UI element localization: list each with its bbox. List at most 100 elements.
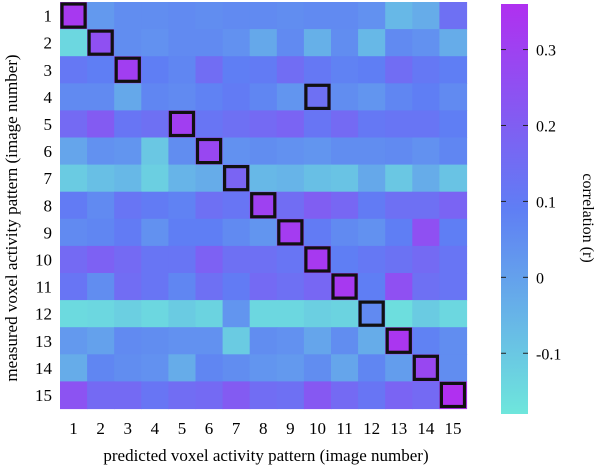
y-tick-label: 14 bbox=[35, 359, 53, 378]
heatmap-cell bbox=[195, 56, 224, 84]
heatmap-cell bbox=[331, 110, 359, 139]
x-tick-label: 6 bbox=[205, 419, 214, 438]
highlight-box bbox=[195, 137, 223, 165]
heatmap-cell bbox=[195, 164, 224, 193]
heatmap-cell bbox=[114, 110, 142, 139]
heatmap-cell bbox=[358, 381, 386, 410]
heatmap-cell bbox=[249, 300, 278, 328]
heatmap-cell bbox=[60, 56, 88, 84]
heatmap-cell bbox=[412, 327, 440, 355]
heatmap-cell bbox=[439, 218, 468, 247]
x-tick-label: 11 bbox=[336, 419, 352, 438]
heatmap-cell bbox=[276, 164, 305, 193]
heatmap-cell bbox=[303, 2, 332, 30]
x-tick-label: 5 bbox=[178, 419, 187, 438]
heatmap-cell bbox=[303, 137, 332, 166]
heatmap-cell bbox=[60, 218, 88, 247]
heatmap-cell bbox=[195, 110, 224, 139]
heatmap-cell bbox=[195, 137, 224, 166]
y-tick-label: 12 bbox=[35, 305, 52, 324]
heatmap-cell bbox=[385, 137, 413, 166]
heatmap-cell bbox=[358, 300, 386, 328]
heatmap-cell bbox=[358, 164, 386, 193]
heatmap-cell bbox=[114, 327, 142, 355]
heatmap-cell bbox=[222, 164, 251, 193]
heatmap-cell bbox=[168, 29, 197, 57]
heatmap-cell bbox=[303, 273, 332, 301]
heatmap-cells bbox=[60, 2, 468, 410]
heatmap-cell bbox=[168, 273, 197, 301]
heatmap-cell bbox=[276, 191, 305, 220]
heatmap-cell bbox=[439, 354, 468, 382]
heatmap-cell bbox=[87, 191, 115, 220]
heatmap-cell bbox=[60, 300, 88, 328]
heatmap-cell bbox=[439, 2, 468, 30]
heatmap-cell bbox=[87, 164, 115, 193]
heatmap-cell bbox=[141, 164, 169, 193]
heatmap-cell bbox=[439, 191, 468, 220]
colorbar-tick-label: -0.1 bbox=[536, 346, 561, 363]
heatmap-cell bbox=[385, 83, 413, 111]
x-tick-label: 15 bbox=[444, 419, 461, 438]
heatmap-cell bbox=[331, 218, 359, 247]
heatmap-cell bbox=[412, 56, 440, 84]
x-tick-label: 13 bbox=[390, 419, 407, 438]
heatmap-cell bbox=[412, 218, 440, 247]
heatmap-cell bbox=[303, 29, 332, 57]
heatmap-cell bbox=[87, 137, 115, 166]
y-tick-label: 6 bbox=[44, 142, 53, 161]
heatmap-cell bbox=[249, 381, 278, 410]
highlight-box bbox=[439, 381, 467, 409]
x-tick-label: 8 bbox=[259, 419, 268, 438]
heatmap-cell bbox=[358, 137, 386, 166]
heatmap-cell bbox=[222, 191, 251, 220]
heatmap-cell bbox=[141, 327, 169, 355]
heatmap-cell bbox=[60, 245, 88, 274]
y-tick-label: 7 bbox=[44, 169, 53, 188]
heatmap-cell bbox=[195, 381, 224, 410]
heatmap-cell bbox=[141, 354, 169, 382]
heatmap-cell bbox=[439, 110, 468, 139]
heatmap-cell bbox=[222, 29, 251, 57]
highlight-box bbox=[277, 219, 304, 246]
x-tick-labels: 1 2 3 4 5 6 7 8 9 10 11 12 13 14 15 bbox=[69, 419, 461, 438]
heatmap-cell bbox=[114, 381, 142, 410]
heatmap-cell bbox=[222, 245, 251, 274]
heatmap-cell bbox=[385, 56, 413, 84]
heatmap-cell bbox=[276, 245, 305, 274]
heatmap-cell bbox=[303, 381, 332, 410]
heatmap-cell bbox=[439, 381, 468, 410]
heatmap-cell bbox=[222, 354, 251, 382]
heatmap-cell bbox=[141, 56, 169, 84]
heatmap-cell bbox=[439, 83, 468, 111]
heatmap-cell bbox=[276, 354, 305, 382]
heatmap-cell bbox=[385, 29, 413, 57]
heatmap-cell bbox=[141, 29, 169, 57]
heatmap-cell bbox=[141, 245, 169, 274]
heatmap-cell bbox=[385, 2, 413, 30]
x-tick-label: 14 bbox=[417, 419, 435, 438]
x-tick-label: 10 bbox=[309, 419, 326, 438]
heatmap-cell bbox=[358, 218, 386, 247]
heatmap-cell bbox=[412, 110, 440, 139]
heatmap-cell bbox=[87, 2, 115, 30]
heatmap-cell bbox=[303, 354, 332, 382]
y-tick-label: 8 bbox=[44, 196, 53, 215]
x-tick-label: 4 bbox=[151, 419, 160, 438]
heatmap-cell bbox=[60, 137, 88, 166]
colorbar-tick-label: 0 bbox=[536, 270, 544, 287]
heatmap-cell bbox=[141, 381, 169, 410]
highlight-box bbox=[114, 56, 141, 83]
heatmap-cell bbox=[87, 218, 115, 247]
heatmap-cell bbox=[412, 164, 440, 193]
heatmap-cell bbox=[60, 2, 88, 30]
x-tick-label: 1 bbox=[69, 419, 78, 438]
heatmap-cell bbox=[249, 2, 278, 30]
heatmap-cell bbox=[114, 354, 142, 382]
heatmap-cell bbox=[331, 56, 359, 84]
heatmap-cell bbox=[412, 354, 440, 382]
heatmap-cell bbox=[439, 29, 468, 57]
heatmap-cell bbox=[249, 29, 278, 57]
y-tick-label: 2 bbox=[44, 34, 53, 53]
